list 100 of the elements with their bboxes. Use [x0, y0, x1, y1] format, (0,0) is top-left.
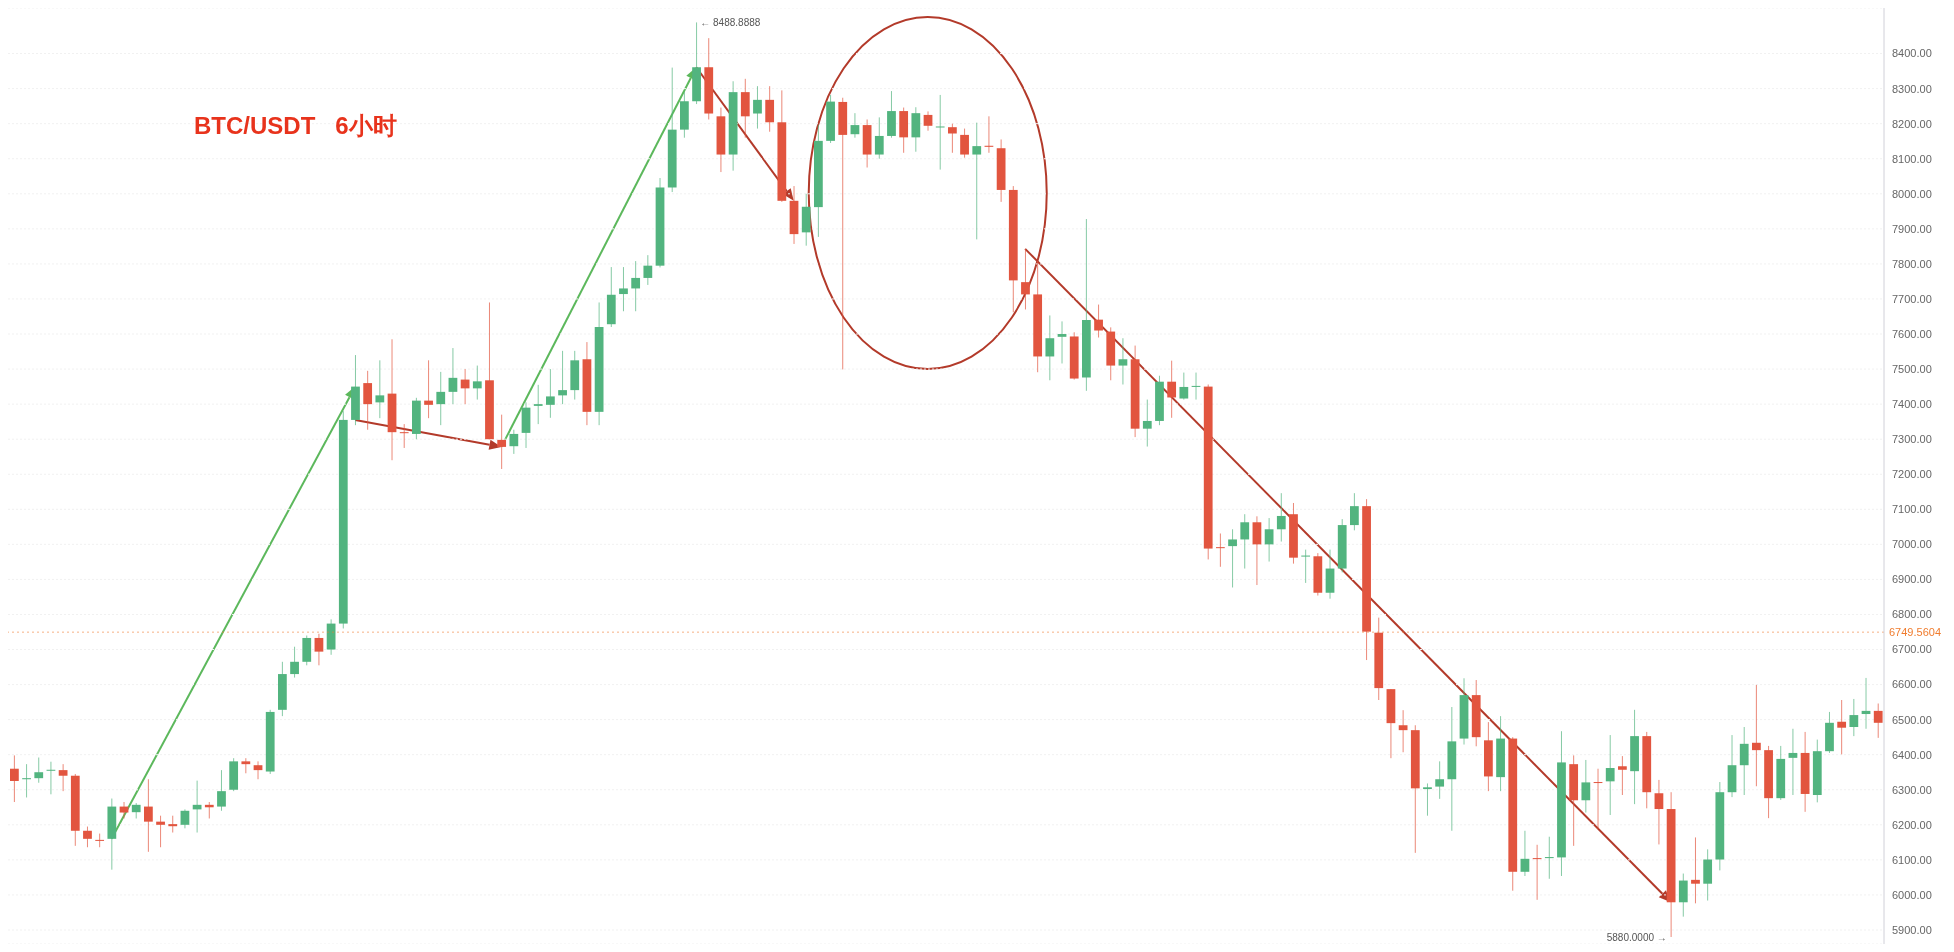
annotation: ← 8488.8888 — [700, 17, 761, 29]
candlestick — [1094, 304, 1103, 339]
candlestick — [156, 815, 165, 848]
candlestick — [1057, 320, 1067, 364]
candlestick — [1179, 372, 1189, 401]
y-tick-label: 6800.00 — [1892, 608, 1932, 621]
candlestick — [399, 423, 409, 449]
candlestick — [1240, 513, 1250, 570]
candlestick — [1398, 709, 1408, 753]
y-tick-label: 7500.00 — [1892, 362, 1932, 375]
candlestick — [253, 760, 263, 780]
candlestick — [1276, 492, 1286, 543]
y-tick-label: 8400.00 — [1892, 47, 1932, 60]
candlestick — [448, 347, 458, 405]
candlestick — [314, 633, 324, 666]
y-tick-label: 7800.00 — [1892, 257, 1932, 270]
candlestick — [546, 368, 555, 419]
y-tick-label: 6100.00 — [1892, 853, 1932, 866]
ref-line-label: 6749.5604 — [1889, 626, 1941, 639]
candlestick — [1435, 760, 1445, 800]
candlestick — [119, 801, 129, 819]
candlestick — [290, 646, 299, 679]
candlestick — [1216, 532, 1225, 568]
y-tick-label: 7300.00 — [1892, 433, 1932, 446]
candlestick — [302, 635, 312, 666]
candlestick — [1605, 734, 1615, 816]
candlestick — [1118, 337, 1128, 385]
y-tick-label: 7000.00 — [1892, 538, 1932, 551]
candlestick — [1678, 873, 1688, 918]
candlestick — [1301, 549, 1311, 584]
candlestick — [838, 97, 848, 370]
candlestick — [1849, 698, 1859, 737]
candlestick — [424, 359, 433, 419]
candlestick — [1581, 759, 1591, 814]
candlestick — [1228, 528, 1237, 588]
candlestick — [180, 808, 190, 829]
candlestick — [1350, 492, 1359, 531]
candlestick — [1045, 314, 1055, 381]
candlestick — [1618, 755, 1627, 796]
candlestick — [1873, 703, 1883, 739]
candlestick — [1520, 830, 1530, 877]
y-tick-label: 8200.00 — [1892, 117, 1932, 130]
y-tick-label: 7200.00 — [1892, 468, 1932, 481]
candlestick — [765, 85, 775, 133]
y-tick-label: 6300.00 — [1892, 783, 1932, 796]
candlestick — [948, 123, 957, 154]
candlestick — [1142, 399, 1152, 448]
y-tick-label: 6400.00 — [1892, 748, 1932, 761]
y-tick-label: 6000.00 — [1892, 888, 1932, 901]
candlestick — [436, 371, 446, 426]
candlestick — [874, 116, 884, 160]
candlestick — [1837, 699, 1847, 755]
candlestick — [1788, 728, 1798, 796]
candlestick — [1264, 517, 1274, 563]
y-tick-label: 8000.00 — [1892, 187, 1932, 200]
y-tick-label: 6900.00 — [1892, 573, 1932, 586]
candlestick — [753, 85, 762, 130]
candlestick — [83, 826, 92, 848]
candlestick — [850, 112, 860, 139]
y-tick-label: 7900.00 — [1892, 222, 1932, 235]
candlestick — [472, 365, 482, 401]
candlestick — [558, 350, 567, 405]
candlestick — [960, 128, 969, 159]
candlestick — [1691, 836, 1700, 904]
candlestick — [375, 359, 385, 419]
candlestick — [22, 763, 31, 798]
text: BTC/USDT 6小时 — [194, 111, 397, 141]
y-tick-label: 8300.00 — [1892, 82, 1932, 95]
y-tick-label: 7600.00 — [1892, 327, 1932, 340]
candlestick — [58, 763, 68, 792]
candlestick — [935, 94, 945, 171]
candlestick — [1544, 836, 1554, 880]
y-tick-label: 6700.00 — [1892, 643, 1932, 656]
y-tick-label: 6600.00 — [1892, 678, 1932, 691]
y-tick-label: 6200.00 — [1892, 818, 1932, 831]
candlestick — [643, 254, 653, 286]
annotation: 5880.0000 → — [1606, 931, 1667, 943]
candlestick — [1167, 360, 1177, 419]
candlestick — [631, 260, 641, 312]
candlestick — [1739, 726, 1749, 796]
y-tick-label: 7100.00 — [1892, 503, 1932, 516]
candlestick — [34, 757, 44, 784]
candlestick — [972, 122, 982, 240]
candlestick — [144, 778, 153, 853]
candlestick — [363, 370, 373, 431]
candlestick — [533, 384, 543, 425]
candlestick — [217, 769, 226, 812]
candlestick — [497, 414, 507, 470]
candlestick — [1252, 515, 1262, 586]
candlestick — [10, 754, 19, 803]
candlestick — [923, 110, 933, 132]
y-tick-label: 6500.00 — [1892, 713, 1932, 726]
candlestick — [1021, 248, 1030, 310]
y-tick-label: 7400.00 — [1892, 398, 1932, 411]
candlestick — [619, 266, 628, 312]
candlestick — [1423, 782, 1432, 817]
y-tick-label: 5900.00 — [1892, 923, 1932, 936]
y-tick-label: 7700.00 — [1892, 292, 1932, 305]
y-tick-label: 8100.00 — [1892, 152, 1932, 165]
candlestick — [1752, 684, 1761, 787]
